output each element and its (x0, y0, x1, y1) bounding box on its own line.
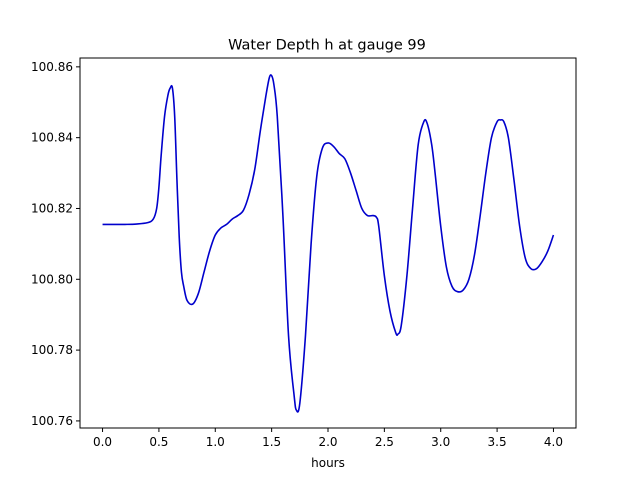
x-tick-label: 0.5 (149, 435, 168, 449)
chart-title: Water Depth h at gauge 99 (228, 38, 426, 54)
y-tick-label: 100.80 (31, 272, 73, 286)
x-tick-label: 2.5 (375, 435, 394, 449)
y-axis-ticks: 100.76 100.78 100.80 100.82 100.84 100.86 (31, 60, 80, 428)
x-tick-label: 4.0 (544, 435, 563, 449)
y-tick-label: 100.86 (31, 60, 73, 74)
x-axis-ticks: 0.0 0.5 1.0 1.5 2.0 2.5 3.0 3.5 4.0 (93, 428, 563, 449)
y-tick-label: 100.78 (31, 343, 73, 357)
x-tick-label: 3.0 (431, 435, 450, 449)
series-line-1 (102, 74, 555, 413)
x-tick-label: 3.5 (488, 435, 507, 449)
y-tick-label: 100.76 (31, 414, 73, 428)
x-tick-label: 0.0 (93, 435, 112, 449)
y-tick-label: 100.82 (31, 201, 73, 215)
series-layer (102, 74, 555, 413)
x-tick-label: 1.0 (206, 435, 225, 449)
x-axis-label: hours (311, 456, 345, 470)
y-tick-label: 100.84 (31, 131, 73, 145)
x-tick-label: 1.5 (262, 435, 281, 449)
x-tick-label: 2.0 (318, 435, 337, 449)
